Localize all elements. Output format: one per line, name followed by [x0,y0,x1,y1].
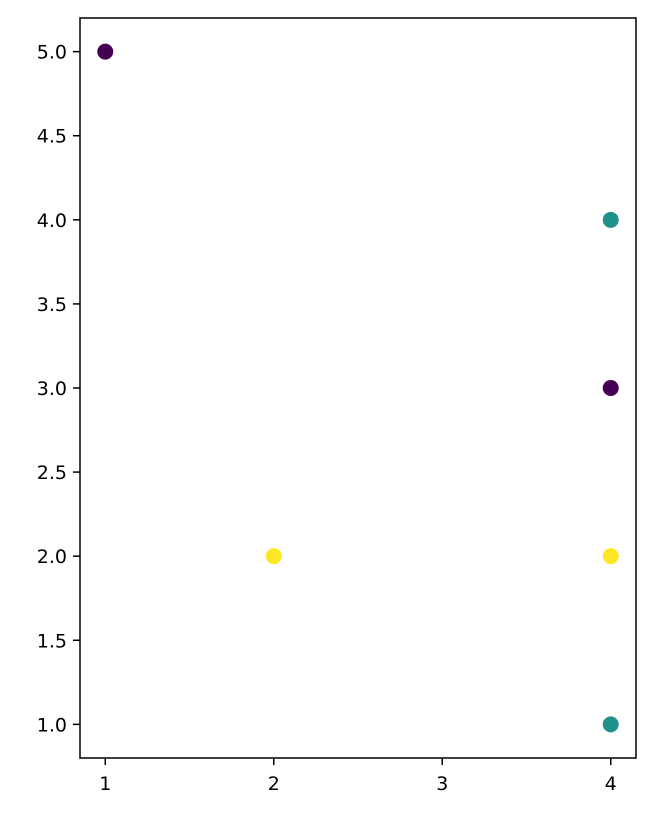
y-tick-label: 4.0 [37,210,67,232]
scatter-point [602,548,619,565]
x-tick-label: 4 [605,773,617,795]
scatter-point [602,211,619,228]
y-tick-label: 4.5 [37,126,67,148]
x-tick-label: 1 [99,773,111,795]
y-tick-label: 5.0 [37,42,67,64]
data-points [97,43,619,733]
y-tick-label: 2.0 [37,546,67,568]
plot-area-frame [79,17,637,759]
x-axis: 1 2 3 4 [99,758,617,795]
scatter-point [602,380,619,396]
y-tick-label: 1.5 [37,630,67,652]
x-tick-label: 3 [436,773,448,795]
y-tick-label: 3.0 [37,378,67,400]
y-axis: 1.0 1.5 2.0 2.5 3.0 3.5 4.0 4.5 5.0 [37,42,80,736]
x-tick-label: 2 [268,773,280,795]
y-tick-label: 3.5 [37,294,67,316]
scatter-point [265,548,282,565]
y-tick-label: 2.5 [37,462,67,484]
scatter-point [97,43,114,60]
y-tick-label: 1.0 [37,714,67,736]
scatter-point [602,716,619,733]
